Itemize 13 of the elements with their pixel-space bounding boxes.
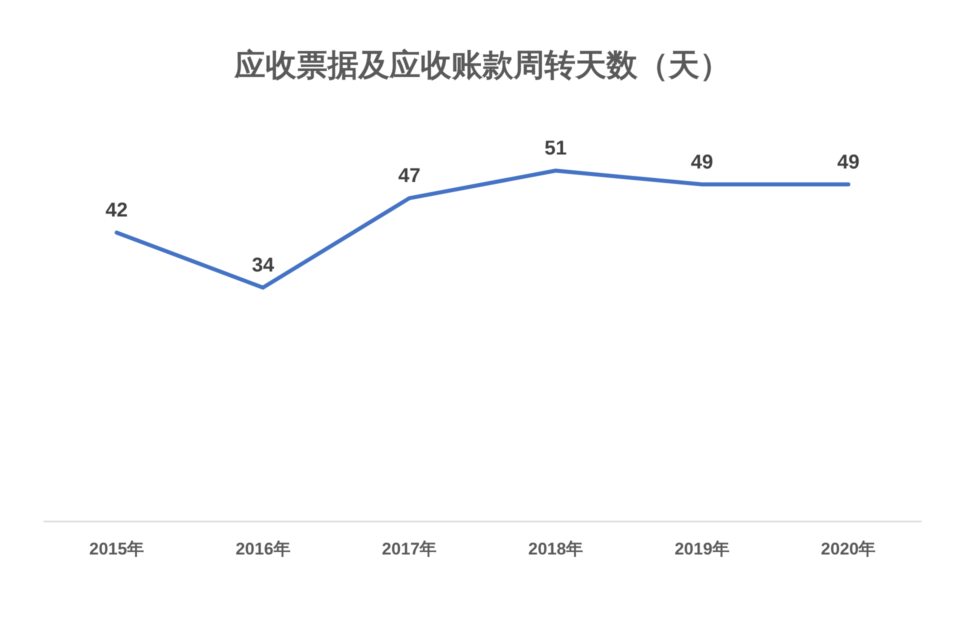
data-label: 49 — [837, 151, 860, 174]
x-tick-label: 2017年 — [382, 540, 437, 558]
data-label: 42 — [106, 200, 128, 222]
x-tick-label: 2018年 — [528, 540, 584, 558]
x-tick-label: 2019年 — [674, 540, 730, 558]
chart-title: 应收票据及应收账款周转天数（天） — [234, 48, 730, 82]
data-label: 51 — [544, 138, 567, 160]
data-label: 34 — [252, 254, 275, 277]
x-tick-label: 2016年 — [236, 540, 290, 558]
x-tick-label: 2020年 — [820, 540, 876, 558]
data-label: 47 — [398, 165, 420, 188]
x-tick-label: 2015年 — [89, 540, 144, 558]
data-label: 49 — [690, 151, 714, 174]
